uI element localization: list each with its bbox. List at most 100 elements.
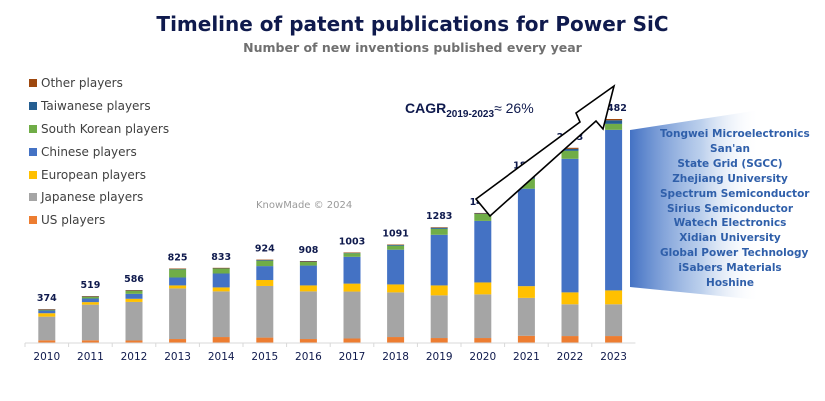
bar-segment-japanese-players-2018: [387, 292, 405, 338]
bar-segment-south-korean-players-2010: [38, 309, 56, 311]
bar-segment-european-players-2023: [605, 290, 623, 305]
bar-segment-taiwanese-players-2022: [561, 148, 579, 151]
bar-segment-chinese-players-2012: [125, 293, 143, 299]
x-tick-label: 2017: [339, 351, 366, 363]
bar-segment-other-players-2010: [38, 309, 56, 310]
bar-segment-us-players-2013: [169, 339, 187, 343]
bar-segment-other-players-2016: [299, 261, 317, 262]
player-name: iSabers Materials: [678, 262, 782, 275]
legend-item-taiwanese: Taiwanese players: [29, 95, 169, 118]
legend-label: European players: [41, 167, 146, 182]
bar-segment-us-players-2017: [343, 338, 361, 343]
bar-segment-us-players-2019: [430, 338, 448, 343]
bar-segment-european-players-2017: [343, 283, 361, 292]
bar-segment-japanese-players-2022: [561, 304, 579, 337]
growth-arrow: [474, 84, 616, 218]
legend-item-european: European players: [29, 163, 169, 186]
bar-total-label: 519: [80, 280, 100, 291]
bar-total-label: 1091: [382, 229, 408, 240]
bar-segment-taiwanese-players-2017: [343, 252, 361, 254]
bar-segment-us-players-2014: [212, 337, 230, 343]
bar-segment-other-players-2015: [256, 259, 274, 261]
legend-label: South Korean players: [41, 121, 170, 136]
bar-segment-chinese-players-2010: [38, 310, 56, 314]
bar-segment-chinese-players-2023: [605, 129, 623, 291]
bar-segment-south-korean-players-2017: [343, 253, 361, 257]
legend-item-us: US players: [29, 209, 169, 232]
bar-segment-other-players-2014: [212, 267, 230, 269]
x-tick-label: 2016: [295, 351, 322, 363]
bar-segment-south-korean-players-2014: [212, 268, 230, 274]
legend-label: Other players: [41, 76, 123, 91]
legend-label: US players: [41, 213, 106, 228]
bar-segment-taiwanese-players-2020: [474, 213, 492, 214]
x-tick-label: 2014: [208, 351, 235, 363]
player-name: Watech Electronics: [673, 217, 787, 230]
bar-segment-japanese-players-2017: [343, 291, 361, 339]
bar-segment-south-korean-players-2022: [561, 150, 579, 159]
bar-segment-taiwanese-players-2015: [256, 259, 274, 261]
bar-segment-chinese-players-2016: [299, 265, 317, 286]
bar-segment-us-players-2011: [81, 340, 99, 343]
bar-segment-chinese-players-2022: [561, 158, 579, 293]
x-axis: 2010 2011 2012 2013 2014 2015 2016 2017 2018 2019…: [24, 342, 636, 363]
cagr-annotation: CAGR2019-2023≈ 26%: [405, 100, 534, 120]
legend-label: Japanese players: [41, 190, 144, 205]
bar-total-label: 2482: [600, 103, 626, 114]
bar-segment-taiwanese-players-2019: [430, 227, 448, 229]
bar-segment-taiwanese-players-2016: [299, 261, 317, 262]
legend-item-other: Other players: [29, 72, 169, 95]
bar-segment-european-players-2019: [430, 285, 448, 296]
bar-segment-south-korean-players-2018: [387, 245, 405, 250]
legend-item-chinese: Chinese players: [29, 140, 169, 163]
bar-segment-other-players-2017: [343, 252, 361, 253]
legend-label: Chinese players: [41, 144, 137, 159]
legend-swatch: [29, 193, 37, 202]
legend-swatch: [29, 79, 37, 88]
bar-segment-us-players-2023: [605, 336, 623, 343]
cagr-value: ≈ 26%: [494, 100, 534, 116]
x-tick-label: 2012: [121, 351, 148, 363]
bar-segment-chinese-players-2017: [343, 256, 361, 284]
bar-total-label: 825: [168, 253, 188, 264]
bar-segment-other-players-2023: [605, 119, 623, 121]
bar-segment-japanese-players-2013: [169, 288, 187, 340]
bar-segment-japanese-players-2023: [605, 304, 623, 337]
legend-swatch: [29, 170, 37, 179]
top-chinese-players-list: Tongwei Microelectronics San'an State Gr…: [660, 127, 810, 291]
bar-segment-european-players-2022: [561, 292, 579, 305]
x-tick-label: 2011: [77, 351, 104, 363]
legend-swatch: [29, 216, 37, 225]
player-name: San'an: [710, 142, 750, 155]
legend-label: Taiwanese players: [41, 99, 151, 114]
bar-total-label: 1003: [339, 236, 365, 247]
player-name: Xidian University: [679, 232, 781, 245]
bar-total-label: 924: [255, 244, 275, 255]
bar-segment-south-korean-players-2020: [474, 213, 492, 221]
bar-segment-south-korean-players-2013: [169, 269, 187, 278]
player-name: Zhejiang University: [672, 172, 788, 185]
chart-subtitle: Number of new inventions published every…: [243, 40, 582, 55]
x-tick-label: 2023: [600, 351, 627, 363]
bar-segment-japanese-players-2020: [474, 294, 492, 339]
player-name: Tongwei Microelectronics: [660, 128, 810, 140]
bar-segment-taiwanese-players-2013: [169, 268, 187, 270]
bar-segment-european-players-2018: [387, 284, 405, 293]
bar-segment-other-players-2012: [125, 290, 143, 291]
bar-total-label: 1283: [426, 211, 452, 222]
bar-segment-chinese-players-2015: [256, 266, 274, 281]
bar-segment-us-players-2016: [299, 339, 317, 343]
bar-total-label: 374: [37, 293, 57, 304]
x-tick-label: 2015: [251, 351, 278, 363]
bar-segment-japanese-players-2021: [517, 297, 535, 336]
bar-segment-other-players-2018: [387, 244, 405, 246]
player-name: Sirius Semiconductor: [666, 202, 794, 215]
bar-segment-european-players-2020: [474, 282, 492, 295]
bar-segment-japanese-players-2015: [256, 285, 274, 338]
bars-group: 3745195868258339249081003109112831441184…: [37, 103, 627, 343]
x-tick-label: 2022: [557, 351, 584, 363]
watermark: KnowMade © 2024: [256, 200, 353, 211]
x-tick-label: 2020: [469, 351, 496, 363]
x-tick-label: 2010: [33, 351, 60, 363]
